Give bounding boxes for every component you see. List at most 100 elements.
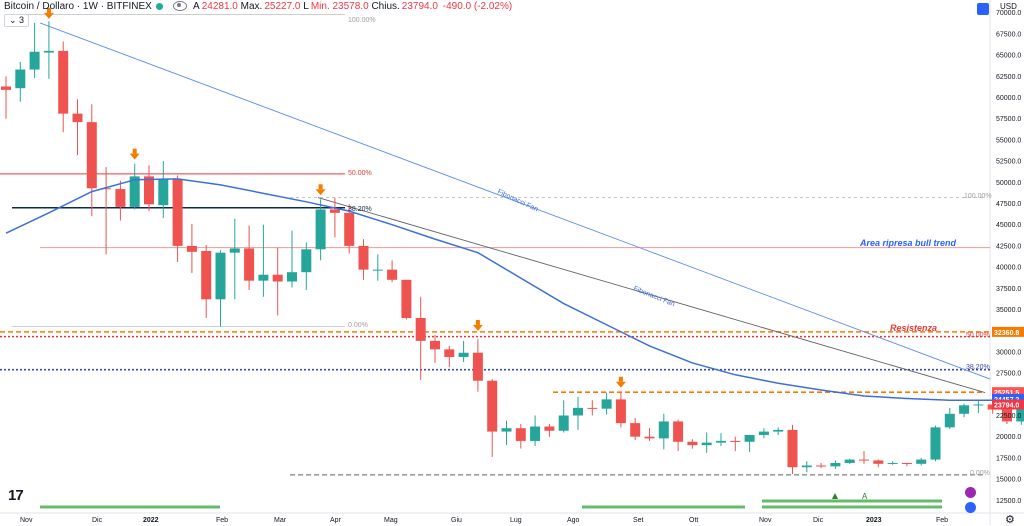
auto-scale-icon[interactable] bbox=[977, 3, 989, 15]
candle-body bbox=[101, 188, 112, 190]
candle-body bbox=[515, 428, 526, 441]
fib-fan-line-1 bbox=[39, 22, 991, 380]
candle-body bbox=[115, 189, 126, 207]
candle-body bbox=[201, 250, 212, 300]
candle-body bbox=[158, 178, 169, 206]
price-badge bbox=[992, 393, 1024, 404]
time-tick-label: Mar bbox=[274, 517, 287, 524]
candle-body bbox=[58, 50, 69, 114]
candle-body bbox=[430, 340, 440, 350]
price-badge bbox=[992, 399, 1024, 410]
candle-body bbox=[344, 212, 355, 246]
candle-body bbox=[573, 407, 583, 416]
candle-body bbox=[658, 421, 669, 439]
candle-body bbox=[601, 399, 612, 409]
candle-body bbox=[730, 440, 741, 442]
market-status-icon bbox=[155, 2, 163, 10]
currency-label[interactable]: USD bbox=[1000, 2, 1017, 11]
time-tick-label: Dic bbox=[92, 517, 103, 524]
candle-body bbox=[186, 245, 197, 252]
candle-body bbox=[272, 274, 283, 282]
open-value: 24281.0 bbox=[201, 1, 238, 12]
candle-body bbox=[630, 423, 641, 437]
fib2-100-label: 100.00% bbox=[964, 193, 992, 200]
fib-fan-line-2 bbox=[317, 197, 986, 394]
marker-a-label: A bbox=[862, 492, 868, 501]
price-badge-label: 23794.0 bbox=[994, 403, 1019, 410]
candle-body bbox=[1002, 409, 1012, 422]
candle-body bbox=[973, 404, 984, 406]
candle-body bbox=[773, 429, 784, 432]
candle-body bbox=[29, 51, 40, 70]
candle-body bbox=[673, 421, 684, 442]
fib2-38-label: 38.20% bbox=[966, 364, 990, 371]
price-badge bbox=[992, 326, 1024, 337]
price-tick-label: 20000.0 bbox=[996, 434, 1021, 441]
price-tick-label: 55000.0 bbox=[996, 137, 1021, 144]
price-tick-label: 47500.0 bbox=[996, 201, 1021, 208]
candle-body bbox=[258, 274, 269, 281]
price-tick-label: 30000.0 bbox=[996, 349, 1021, 356]
symbol-title[interactable]: Bitcoin / Dollaro · 1W · BITFINEX bbox=[4, 1, 152, 12]
indicator-toggle[interactable]: ⌄ 3 bbox=[4, 14, 30, 27]
down-arrow-icon bbox=[132, 148, 137, 154]
candle-body bbox=[859, 459, 869, 461]
candle-body bbox=[830, 462, 841, 467]
time-tick-label: Ott bbox=[689, 517, 698, 524]
fib2-0-label: 0.00% bbox=[970, 470, 990, 477]
time-tick-label: Nov bbox=[759, 517, 772, 524]
candle-body bbox=[544, 426, 555, 431]
price-tick-label: 62500.0 bbox=[996, 74, 1021, 81]
candle-body bbox=[301, 249, 312, 273]
time-tick-label: Mag bbox=[384, 517, 398, 524]
close-value: 23794.0 bbox=[401, 1, 438, 12]
candle-body bbox=[15, 69, 26, 89]
candle-body bbox=[129, 176, 140, 207]
candle-body bbox=[716, 440, 726, 443]
candle-body bbox=[229, 248, 240, 253]
down-arrow-icon bbox=[43, 12, 54, 19]
candle-body bbox=[387, 269, 398, 280]
price-tick-label: 12500.0 bbox=[996, 498, 1021, 505]
time-tick-label: Dic bbox=[813, 517, 824, 524]
flag-icon[interactable] bbox=[965, 487, 976, 498]
time-tick-label: Set bbox=[633, 517, 644, 524]
tradingview-logo-icon: 17 bbox=[8, 487, 24, 504]
fib2-50-label: 50.00% bbox=[966, 332, 990, 339]
time-tick-label: Nov bbox=[20, 517, 33, 524]
candle-body bbox=[1, 86, 11, 90]
candle-body bbox=[487, 380, 498, 432]
candle-body bbox=[329, 209, 340, 213]
price-tick-label: 65000.0 bbox=[996, 53, 1021, 60]
candle-body bbox=[687, 441, 698, 446]
eye-icon[interactable] bbox=[172, 1, 187, 12]
time-tick-label: Giu bbox=[451, 517, 462, 524]
candle-body bbox=[816, 465, 827, 467]
moving-average-line bbox=[5, 178, 993, 401]
price-tick-label: 15000.0 bbox=[996, 477, 1021, 484]
time-tick-label: 2022 bbox=[143, 517, 159, 524]
down-arrow-icon bbox=[472, 324, 483, 331]
fib1-100-label: 100.00% bbox=[348, 17, 376, 24]
price-tick-label: 45000.0 bbox=[996, 222, 1021, 229]
price-badge-label: 25251.5 bbox=[994, 390, 1019, 397]
gear-icon[interactable]: ⚙ bbox=[1005, 514, 1015, 526]
price-tick-label: 50000.0 bbox=[996, 180, 1021, 187]
candle-body bbox=[701, 442, 712, 446]
calendar-icon[interactable] bbox=[965, 502, 976, 513]
candle-body bbox=[615, 399, 626, 424]
price-tick-label: 17500.0 bbox=[996, 455, 1021, 462]
change-value: -490.0 (-2.02%) bbox=[442, 1, 513, 12]
price-tick-label: 57500.0 bbox=[996, 116, 1021, 123]
down-arrow-icon bbox=[129, 153, 140, 160]
price-tick-label: 40000.0 bbox=[996, 265, 1021, 272]
candle-body bbox=[959, 405, 970, 414]
high-value: 25227.0 bbox=[264, 1, 301, 12]
candle-body bbox=[315, 209, 326, 250]
down-arrow-icon bbox=[46, 7, 51, 13]
down-arrow-icon bbox=[318, 184, 323, 190]
candle-body bbox=[844, 459, 855, 463]
candle-body bbox=[1016, 400, 1024, 422]
